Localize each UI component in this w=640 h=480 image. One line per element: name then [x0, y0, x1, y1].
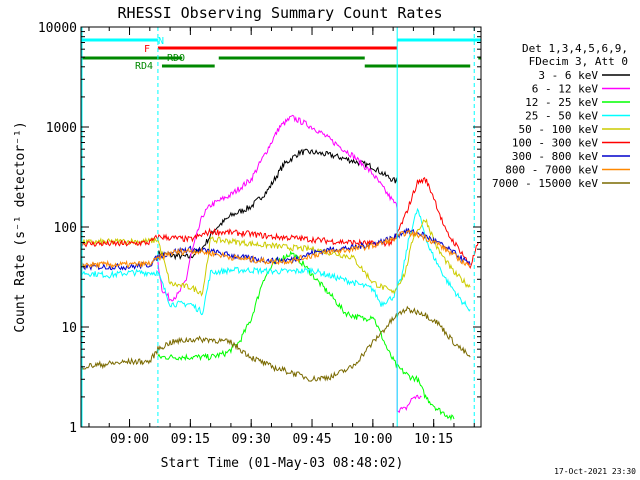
x-axis-label: Start Time (01-May-03 08:48:02) — [161, 456, 404, 471]
legend-entry-label: 100 - 300 keV — [512, 137, 598, 150]
legend-entry-label: 300 - 800 keV — [512, 150, 598, 163]
series-line-5 — [80, 177, 479, 270]
legend-entry-label: 6 - 12 keV — [532, 83, 599, 96]
legend-entry-label: 3 - 6 keV — [538, 69, 598, 82]
x-axis: 09:00 09:15 09:30 09:45 10:00 10:15 — [88, 27, 475, 447]
attenuator-decimation-flags: NF RDO RD4 — [81, 36, 481, 72]
legend-entry-label: 800 - 7000 keV — [505, 164, 598, 177]
series-line-2 — [157, 250, 455, 422]
legend-entry-label: 12 - 25 keV — [525, 96, 598, 109]
x-tick-label: 09:45 — [292, 432, 331, 447]
generation-timestamp: 17-Oct-2021 23:30 — [554, 467, 636, 476]
legend: Det 1,3,4,5,6,9, FDecim 3, Att 0 3 - 6 k… — [492, 42, 630, 190]
x-tick-label: 09:30 — [232, 432, 271, 447]
x-tick-label: 10:00 — [353, 432, 392, 447]
series-line-7 — [80, 229, 471, 269]
flag-label: RDO — [167, 53, 185, 64]
legend-entry-label: 25 - 50 keV — [525, 110, 598, 123]
x-tick-label: 10:15 — [414, 432, 453, 447]
chart-title: RHESSI Observing Summary Count Rates — [117, 4, 442, 22]
y-tick-label: 100 — [54, 221, 77, 236]
series-line-3 — [80, 207, 471, 316]
y-tick-label: 1000 — [46, 121, 77, 136]
y-tick-label: 10 — [61, 321, 77, 336]
flag-label: N — [158, 36, 164, 47]
x-tick-label: 09:00 — [110, 432, 149, 447]
y-tick-label: 10000 — [38, 21, 77, 36]
x-tick-label: 09:15 — [171, 432, 210, 447]
y-axis-label: Count Rate (s⁻¹ detector⁻¹) — [13, 121, 28, 332]
flag-label: F — [144, 44, 150, 55]
series-line-8 — [80, 305, 471, 382]
series-layer — [80, 114, 479, 422]
legend-entry-label: 7000 - 15000 keV — [492, 177, 598, 190]
legend-header-line-2: FDecim 3, Att 0 — [529, 55, 628, 68]
series-line-1 — [157, 114, 422, 414]
legend-entry-label: 50 - 100 keV — [519, 123, 599, 136]
y-axis: 1 10 100 1000 10000 — [38, 21, 481, 436]
legend-header-line-1: Det 1,3,4,5,6,9, — [522, 42, 628, 55]
flag-label: RD4 — [135, 61, 153, 72]
y-tick-label: 1 — [69, 421, 77, 436]
